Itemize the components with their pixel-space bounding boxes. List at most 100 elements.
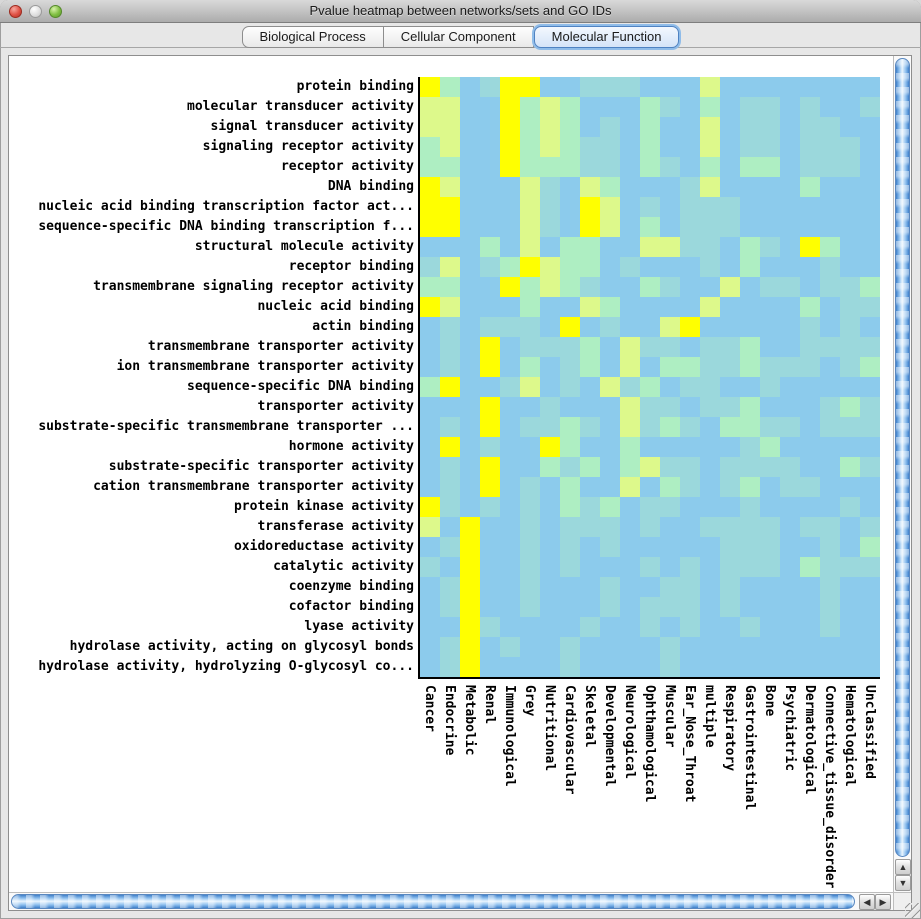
heatmap-cell: [760, 217, 780, 237]
tab-cellular-component[interactable]: Cellular Component: [383, 26, 534, 48]
heatmap-cell: [580, 537, 600, 557]
heatmap-cell: [760, 197, 780, 217]
heatmap-cell: [740, 397, 760, 417]
heatmap-cell: [720, 357, 740, 377]
heatmap-cell: [700, 297, 720, 317]
heatmap-cell: [800, 397, 820, 417]
scroll-right-button[interactable]: ▶: [875, 894, 891, 910]
heatmap-cell: [700, 237, 720, 257]
heatmap-cell: [540, 77, 560, 97]
heatmap-cell: [460, 557, 480, 577]
heatmap-cell: [420, 217, 440, 237]
scroll-down-button[interactable]: ▼: [895, 875, 911, 891]
heatmap-cell: [480, 517, 500, 537]
heatmap-cell: [720, 157, 740, 177]
row-label: signal transducer activity: [210, 119, 415, 134]
heatmap-cell: [460, 357, 480, 377]
heatmap-cell: [600, 557, 620, 577]
heatmap-cell: [560, 157, 580, 177]
heatmap-cell: [480, 497, 500, 517]
heatmap-cell: [420, 597, 440, 617]
vertical-scrollbar-thumb[interactable]: [895, 58, 910, 857]
heatmap-cell: [800, 297, 820, 317]
heatmap-cell: [860, 357, 880, 377]
heatmap-cell: [560, 517, 580, 537]
heatmap-cell: [440, 537, 460, 557]
minimize-button[interactable]: [29, 5, 42, 18]
heatmap-cell: [680, 97, 700, 117]
heatmap-cell: [500, 97, 520, 117]
heatmap-cell: [700, 137, 720, 157]
heatmap-cell: [600, 337, 620, 357]
heatmap-cell: [760, 277, 780, 297]
heatmap-cell: [740, 117, 760, 137]
heatmap-cell: [600, 157, 620, 177]
column-label: Connective_tissue_disorder: [822, 685, 837, 889]
horizontal-scrollbar-thumb[interactable]: [11, 894, 855, 909]
heatmap-cell: [460, 257, 480, 277]
zoom-button[interactable]: [49, 5, 62, 18]
row-label: hydrolase activity, hydrolyzing O-glycos…: [38, 659, 414, 674]
heatmap-cell: [780, 557, 800, 577]
heatmap-cell: [740, 657, 760, 677]
heatmap-cell: [540, 537, 560, 557]
heatmap-cell: [560, 397, 580, 417]
heatmap-cell: [460, 477, 480, 497]
heatmap-cell: [520, 217, 540, 237]
heatmap-cell: [660, 397, 680, 417]
heatmap-cell: [540, 177, 560, 197]
heatmap-cell: [760, 537, 780, 557]
row-label: nucleic acid binding transcription facto…: [38, 199, 414, 214]
heatmap-cell: [420, 577, 440, 597]
heatmap-cell: [440, 457, 460, 477]
heatmap-cell: [860, 437, 880, 457]
column-label: Nutritional: [542, 685, 557, 772]
heatmap-cell: [540, 237, 560, 257]
heatmap-cell: [580, 337, 600, 357]
heatmap-cell: [460, 657, 480, 677]
tab-molecular-function[interactable]: Molecular Function: [533, 26, 680, 48]
heatmap-cell: [780, 477, 800, 497]
heatmap-cell: [600, 497, 620, 517]
heatmap-cell: [560, 317, 580, 337]
heatmap-cell: [740, 157, 760, 177]
scroll-left-button[interactable]: ◀: [859, 894, 875, 910]
heatmap-cell: [600, 397, 620, 417]
heatmap-cell: [720, 117, 740, 137]
heatmap-cell: [600, 357, 620, 377]
heatmap-cell: [560, 637, 580, 657]
heatmap-cell: [680, 617, 700, 637]
close-button[interactable]: [9, 5, 22, 18]
heatmap-cell: [540, 317, 560, 337]
heatmap-cell: [860, 517, 880, 537]
vertical-scrollbar[interactable]: ▲ ▼: [893, 56, 911, 892]
heatmap-cell: [720, 577, 740, 597]
tab-biological-process[interactable]: Biological Process: [241, 26, 384, 48]
heatmap-cell: [600, 77, 620, 97]
resize-grip[interactable]: [905, 903, 920, 918]
heatmap-cell: [460, 217, 480, 237]
heatmap-cell: [480, 337, 500, 357]
heatmap-cell: [860, 537, 880, 557]
heatmap-cell: [440, 377, 460, 397]
heatmap-cell: [600, 317, 620, 337]
heatmap-cell: [420, 457, 440, 477]
heatmap-cell: [760, 157, 780, 177]
heatmap-cell: [540, 637, 560, 657]
heatmap-cell: [740, 237, 760, 257]
row-label: structural molecule activity: [194, 239, 414, 254]
heatmap-cell: [480, 317, 500, 337]
heatmap-cell: [660, 257, 680, 277]
heatmap-cell: [420, 657, 440, 677]
window-controls: [9, 5, 62, 18]
horizontal-scrollbar[interactable]: ◀ ▶: [9, 892, 893, 910]
heatmap-cell: [800, 537, 820, 557]
scroll-up-button[interactable]: ▲: [895, 859, 911, 875]
heatmap-cell: [540, 137, 560, 157]
heatmap-cell: [800, 417, 820, 437]
heatmap-cell: [780, 397, 800, 417]
heatmap-cell: [520, 457, 540, 477]
heatmap-cell: [580, 557, 600, 577]
heatmap-cell: [780, 157, 800, 177]
heatmap-cell: [760, 657, 780, 677]
